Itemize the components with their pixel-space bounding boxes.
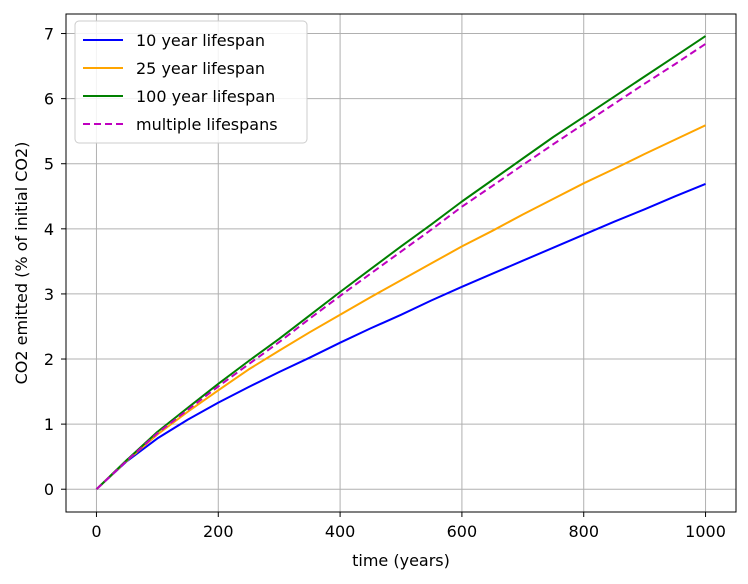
y-tick-label: 1 xyxy=(44,415,54,434)
grid-lines xyxy=(66,14,736,512)
series-line-multiple-lifespans xyxy=(95,43,707,490)
legend-label: 100 year lifespan xyxy=(136,87,275,106)
legend: 10 year lifespan 25 year lifespan 100 year… xyxy=(74,20,308,144)
y-tick-label: 3 xyxy=(44,285,54,304)
series-lines xyxy=(95,35,707,490)
x-tick-label: 200 xyxy=(203,522,234,541)
x-tick-label: 0 xyxy=(91,522,101,541)
y-tick-label: 7 xyxy=(44,25,54,44)
legend-label: multiple lifespans xyxy=(136,115,278,134)
legend-label: 25 year lifespan xyxy=(136,59,265,78)
x-tick-label: 1000 xyxy=(685,522,726,541)
x-tick-label: 600 xyxy=(447,522,478,541)
plot-frame xyxy=(65,13,737,513)
y-tick-label: 2 xyxy=(44,350,54,369)
x-axis-label: time (years) xyxy=(352,551,450,570)
series-line-10-year-lifespan xyxy=(95,182,706,490)
y-axis-ticks: 0 1 2 3 4 5 6 7 xyxy=(44,25,66,499)
y-tick-label: 4 xyxy=(44,220,54,239)
series-line-100-year-lifespan xyxy=(95,35,707,490)
legend-label: 10 year lifespan xyxy=(136,31,265,50)
x-tick-label: 800 xyxy=(568,522,599,541)
y-tick-label: 0 xyxy=(44,480,54,499)
series-line-25-year-lifespan xyxy=(95,124,706,490)
x-tick-label: 400 xyxy=(325,522,356,541)
y-axis-label: CO2 emitted (% of initial CO2) xyxy=(12,142,31,385)
y-tick-label: 6 xyxy=(44,90,54,109)
legend-box xyxy=(74,20,308,144)
x-axis-ticks: 0 200 400 600 800 1000 xyxy=(91,512,726,541)
y-tick-label: 5 xyxy=(44,155,54,174)
